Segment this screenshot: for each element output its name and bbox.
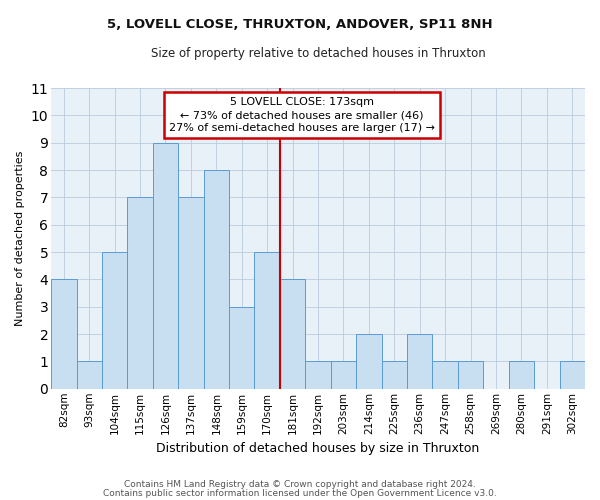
Bar xyxy=(509,362,534,389)
Bar xyxy=(560,362,585,389)
Bar xyxy=(356,334,382,389)
Bar xyxy=(77,362,102,389)
Bar xyxy=(229,307,254,389)
Bar xyxy=(331,362,356,389)
Bar xyxy=(382,362,407,389)
Bar xyxy=(407,334,433,389)
X-axis label: Distribution of detached houses by size in Thruxton: Distribution of detached houses by size … xyxy=(157,442,479,455)
Y-axis label: Number of detached properties: Number of detached properties xyxy=(15,150,25,326)
Text: Contains public sector information licensed under the Open Government Licence v3: Contains public sector information licen… xyxy=(103,490,497,498)
Bar xyxy=(458,362,484,389)
Text: 5 LOVELL CLOSE: 173sqm
← 73% of detached houses are smaller (46)
27% of semi-det: 5 LOVELL CLOSE: 173sqm ← 73% of detached… xyxy=(169,97,435,134)
Title: Size of property relative to detached houses in Thruxton: Size of property relative to detached ho… xyxy=(151,48,485,60)
Bar xyxy=(153,142,178,389)
Bar xyxy=(203,170,229,389)
Bar xyxy=(254,252,280,389)
Bar xyxy=(127,198,153,389)
Bar xyxy=(102,252,127,389)
Text: 5, LOVELL CLOSE, THRUXTON, ANDOVER, SP11 8NH: 5, LOVELL CLOSE, THRUXTON, ANDOVER, SP11… xyxy=(107,18,493,30)
Bar xyxy=(433,362,458,389)
Bar xyxy=(51,280,77,389)
Bar xyxy=(178,198,203,389)
Bar xyxy=(305,362,331,389)
Bar xyxy=(280,280,305,389)
Text: Contains HM Land Registry data © Crown copyright and database right 2024.: Contains HM Land Registry data © Crown c… xyxy=(124,480,476,489)
